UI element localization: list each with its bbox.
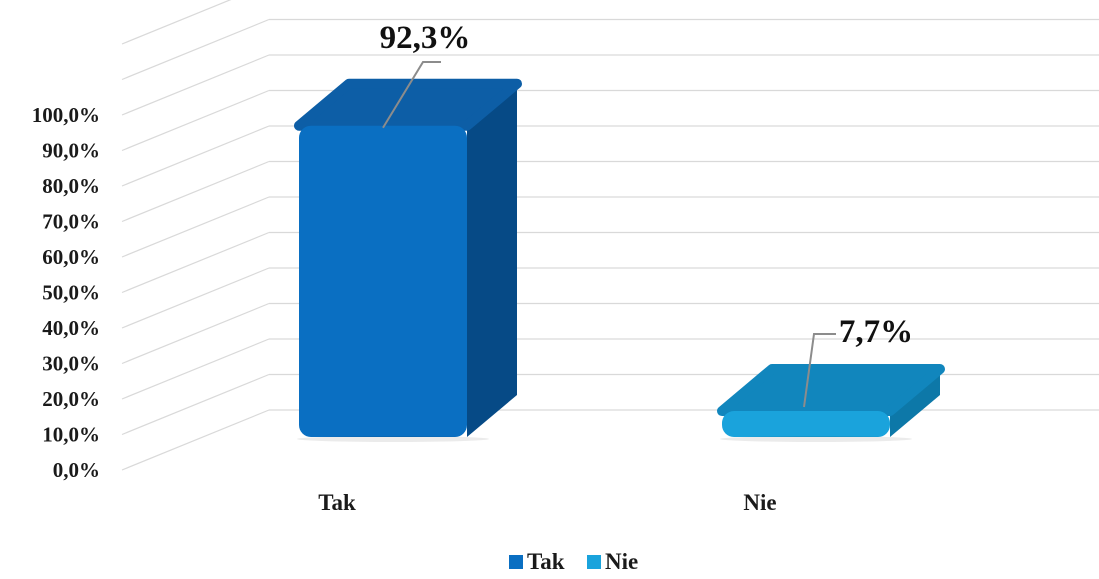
gridline-side <box>121 267 270 329</box>
gridline-side <box>121 196 270 258</box>
gridline-side <box>121 231 270 294</box>
legend: Tak Nie <box>509 549 638 574</box>
y-tick-label: 20,0% <box>42 387 100 411</box>
legend-label-tak: Tak <box>527 549 565 574</box>
data-label-nie: 7,7% <box>839 314 913 350</box>
bar-shadow <box>720 436 912 442</box>
gridline-side <box>121 373 270 436</box>
gridlines <box>121 0 1099 471</box>
bar-front-nie <box>722 411 890 437</box>
gridline-side <box>121 338 270 400</box>
data-label-tak: 92,3% <box>380 20 471 56</box>
y-tick-label: 30,0% <box>42 352 100 376</box>
legend-swatch-tak <box>509 555 523 569</box>
x-tick-label: Tak <box>318 490 356 515</box>
legend-label-nie: Nie <box>605 549 638 574</box>
leader-line <box>382 61 441 129</box>
y-tick-label: 0,0% <box>53 458 100 482</box>
y-axis-ticks: 0,0% 10,0% 20,0% 30,0% 40,0% 50,0% 60,0% 70,0% 8… <box>32 103 100 482</box>
x-tick-label: Nie <box>743 490 776 515</box>
bar-side-tak <box>467 83 517 437</box>
y-tick-label: 50,0% <box>42 281 100 305</box>
y-tick-label: 10,0% <box>42 423 100 447</box>
bars <box>294 78 945 442</box>
leader-line <box>803 333 836 408</box>
x-axis-categories: Tak Nie <box>318 490 776 515</box>
y-tick-label: 70,0% <box>42 210 100 234</box>
bar-front-tak <box>299 125 467 437</box>
gridline-side <box>121 125 270 187</box>
y-tick-label: 90,0% <box>42 139 100 163</box>
gridline-side <box>121 409 270 471</box>
legend-swatch-nie <box>587 555 601 569</box>
gridline-side <box>121 54 270 116</box>
y-tick-label: 40,0% <box>42 316 100 340</box>
gridline-side <box>121 302 270 365</box>
bar-shadow <box>297 436 489 442</box>
gridline-side <box>121 0 232 45</box>
y-tick-label: 80,0% <box>42 174 100 198</box>
bar-top-tak <box>294 78 522 131</box>
y-tick-label: 60,0% <box>42 245 100 269</box>
gridline-side <box>121 160 270 223</box>
bar-tak <box>294 78 522 442</box>
gridline-side <box>121 18 270 81</box>
y-tick-label: 100,0% <box>32 103 100 127</box>
bar-nie <box>717 364 945 442</box>
data-labels: 92,3% 7,7% <box>380 20 913 408</box>
gridline-side <box>121 89 270 152</box>
